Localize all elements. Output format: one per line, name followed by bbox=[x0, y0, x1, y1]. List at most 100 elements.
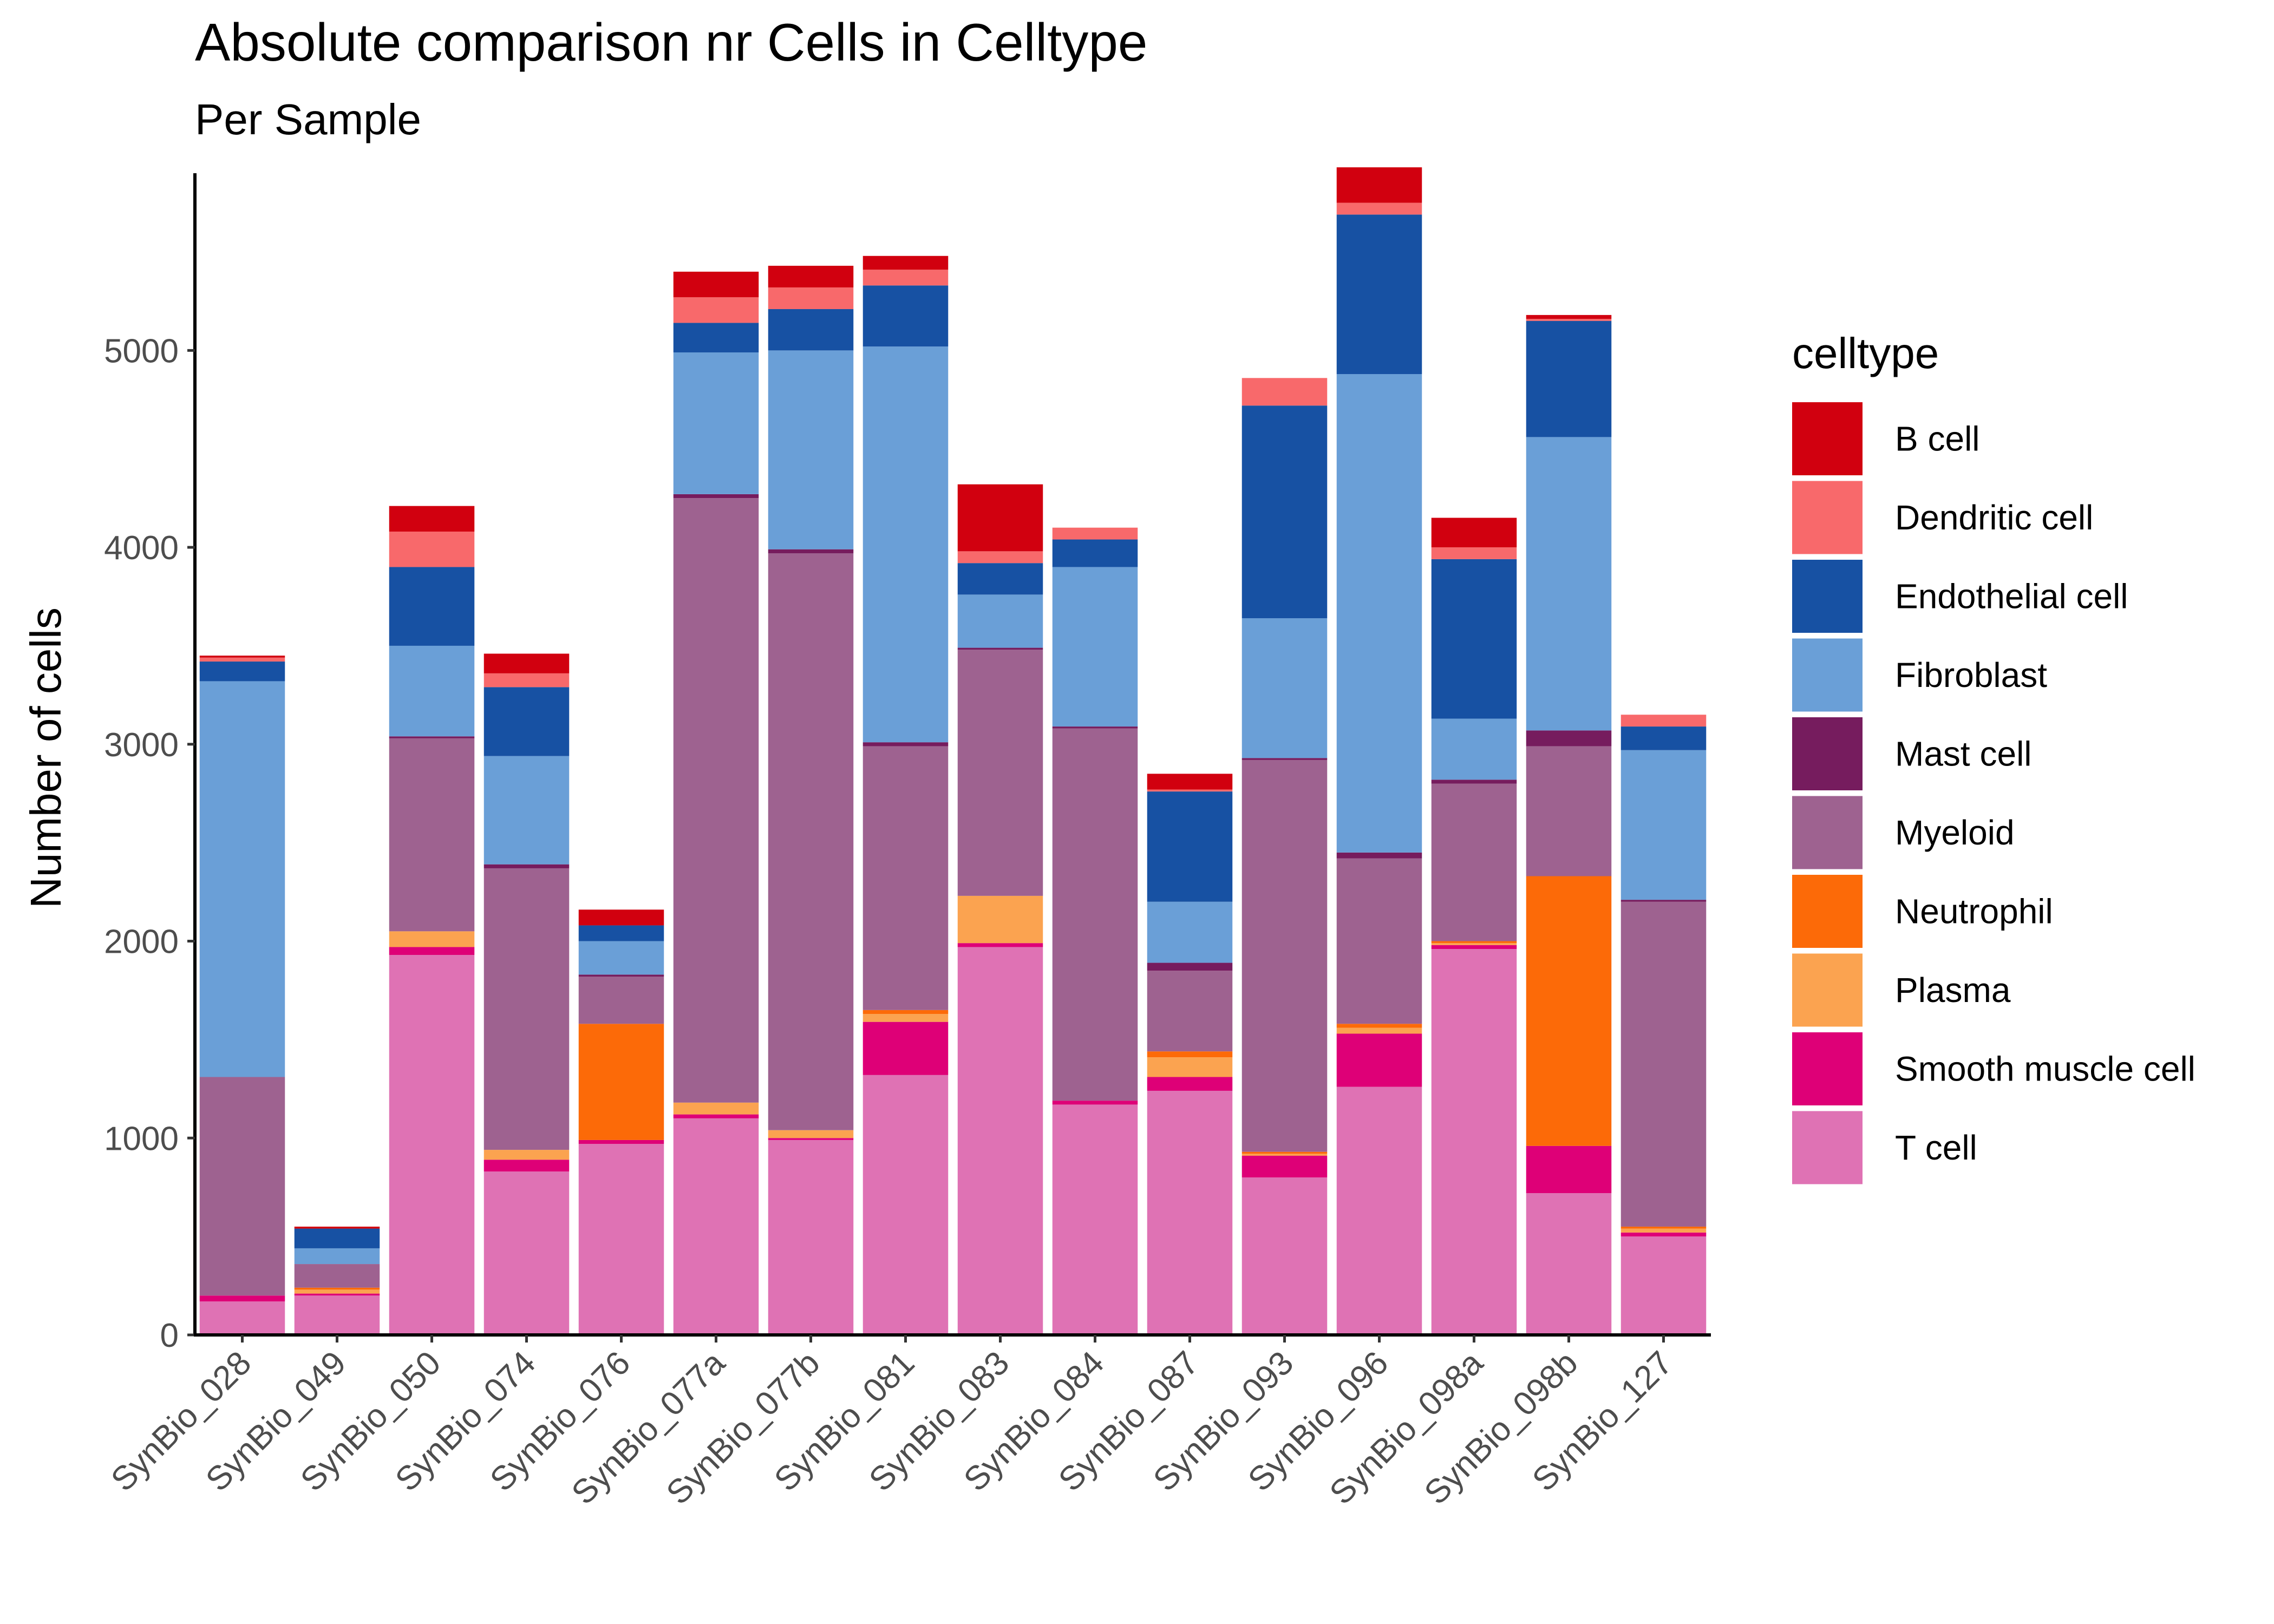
bar-segment-synbio_074-t-cell bbox=[483, 1171, 570, 1335]
bar-segment-synbio_081-b-cell bbox=[862, 256, 949, 270]
legend: celltype B cell Dendritic cell Endothelial… bbox=[1792, 329, 2195, 1184]
bar-segment-synbio_087-neutrophil bbox=[1147, 1051, 1233, 1058]
bar-segment-synbio_028-b-cell bbox=[199, 656, 285, 658]
bar-segment-synbio_028-t-cell bbox=[199, 1301, 285, 1335]
legend-key-plasma bbox=[1792, 953, 1863, 1027]
bar-segment-synbio_084-t-cell bbox=[1052, 1104, 1138, 1335]
bar-segment-synbio_098a-myeloid bbox=[1431, 783, 1517, 941]
legend-key-myeloid bbox=[1792, 796, 1863, 869]
bar-segment-synbio_087-fibroblast bbox=[1147, 901, 1233, 963]
bar-segment-synbio_076-endothelial-cell bbox=[578, 925, 664, 941]
bar-segment-synbio_096-fibroblast bbox=[1336, 374, 1422, 853]
bar-segment-synbio_098a-plasma bbox=[1431, 943, 1517, 945]
bar-segment-synbio_081-fibroblast bbox=[862, 346, 949, 743]
bar-segment-synbio_093-dendritic-cell bbox=[1241, 378, 1328, 406]
bar-segment-synbio_087-endothelial-cell bbox=[1147, 791, 1233, 902]
bar-segment-synbio_083-mast-cell bbox=[957, 647, 1043, 650]
chart-subtitle: Per Sample bbox=[195, 95, 421, 143]
legend-label: Myeloid bbox=[1895, 813, 2015, 852]
bar-segment-synbio_098b-mast-cell bbox=[1526, 730, 1612, 746]
bar-segment-synbio_127-plasma bbox=[1620, 1228, 1707, 1233]
bar-segment-synbio_074-smooth-muscle-cell bbox=[483, 1160, 570, 1172]
y-tick-label: 4000 bbox=[104, 529, 179, 567]
bar-segment-synbio_098b-endothelial-cell bbox=[1526, 320, 1612, 437]
bar-segment-synbio_077b-smooth-muscle-cell bbox=[768, 1138, 854, 1140]
bar-segment-synbio_084-fibroblast bbox=[1052, 567, 1138, 727]
bar-segment-synbio_077b-dendritic-cell bbox=[768, 287, 854, 309]
legend-key-neutrophil bbox=[1792, 875, 1863, 948]
bar-segment-synbio_098b-neutrophil bbox=[1526, 876, 1612, 1146]
y-axis-label: Number of cells bbox=[22, 607, 70, 908]
bar-segment-synbio_083-myeloid bbox=[957, 650, 1043, 896]
bar-segment-synbio_096-b-cell bbox=[1336, 167, 1422, 203]
bar-segment-synbio_077b-t-cell bbox=[768, 1140, 854, 1335]
bar-segment-synbio_093-endothelial-cell bbox=[1241, 405, 1328, 619]
bar-segment-synbio_098b-myeloid bbox=[1526, 746, 1612, 876]
bar-segment-synbio_077b-fibroblast bbox=[768, 350, 854, 549]
bar-segment-synbio_093-myeloid bbox=[1241, 759, 1328, 1152]
bar-segment-synbio_076-b-cell bbox=[578, 909, 664, 926]
bar-segment-synbio_087-myeloid bbox=[1147, 971, 1233, 1052]
bar-segment-synbio_049-plasma bbox=[294, 1289, 380, 1294]
bar-segment-synbio_093-t-cell bbox=[1241, 1177, 1328, 1335]
legend-key-mast-cell bbox=[1792, 717, 1863, 790]
bar-segment-synbio_098b-dendritic-cell bbox=[1526, 319, 1612, 321]
bar-segment-synbio_077a-myeloid bbox=[673, 498, 759, 1103]
bar-segment-synbio_077a-t-cell bbox=[673, 1118, 759, 1335]
bar-segment-synbio_087-t-cell bbox=[1147, 1090, 1233, 1335]
y-tick-label: 5000 bbox=[104, 332, 179, 370]
legend-key-fibroblast bbox=[1792, 638, 1863, 712]
bar-segment-synbio_074-plasma bbox=[483, 1150, 570, 1160]
bar-segment-synbio_127-fibroblast bbox=[1620, 750, 1707, 900]
legend-title: celltype bbox=[1792, 329, 1939, 377]
bar-segment-synbio_050-endothelial-cell bbox=[389, 567, 475, 646]
bar-segment-synbio_093-fibroblast bbox=[1241, 618, 1328, 758]
bar-segment-synbio_049-b-cell bbox=[294, 1226, 380, 1229]
bar-segment-synbio_096-dendritic-cell bbox=[1336, 202, 1422, 215]
bar-segment-synbio_028-myeloid bbox=[199, 1077, 285, 1296]
bar-segment-synbio_076-neutrophil bbox=[578, 1024, 664, 1140]
bar-segment-synbio_084-myeloid bbox=[1052, 728, 1138, 1101]
bar-segment-synbio_098b-smooth-muscle-cell bbox=[1526, 1145, 1612, 1194]
bar-segment-synbio_081-plasma bbox=[862, 1014, 949, 1022]
bar-segment-synbio_098a-dendritic-cell bbox=[1431, 547, 1517, 559]
legend-key-endothelial-cell bbox=[1792, 560, 1863, 633]
x-axis: SynBio_028SynBio_049SynBio_050SynBio_074… bbox=[104, 1333, 1711, 1512]
bar-segment-synbio_077b-mast-cell bbox=[768, 549, 854, 553]
bar-segment-synbio_050-plasma bbox=[389, 931, 475, 947]
bar-segment-synbio_081-t-cell bbox=[862, 1075, 949, 1335]
bar-segment-synbio_083-b-cell bbox=[957, 484, 1043, 552]
bar-segment-synbio_127-dendritic-cell bbox=[1620, 715, 1707, 727]
bar-segment-synbio_077a-smooth-muscle-cell bbox=[673, 1114, 759, 1118]
legend-key-dendritic-cell bbox=[1792, 481, 1863, 554]
legend-label: T cell bbox=[1895, 1128, 1977, 1167]
legend-label: Fibroblast bbox=[1895, 656, 2047, 695]
bar-segment-synbio_083-plasma bbox=[957, 895, 1043, 944]
bar-segment-synbio_093-smooth-muscle-cell bbox=[1241, 1156, 1328, 1178]
bar-segment-synbio_098a-mast-cell bbox=[1431, 780, 1517, 784]
bar-segment-synbio_127-mast-cell bbox=[1620, 900, 1707, 902]
bar-segment-synbio_083-smooth-muscle-cell bbox=[957, 943, 1043, 947]
bar-segment-synbio_084-endothelial-cell bbox=[1052, 539, 1138, 567]
bar-segment-synbio_028-dendritic-cell bbox=[199, 657, 285, 662]
y-tick-label: 3000 bbox=[104, 726, 179, 764]
bar-segment-synbio_050-dendritic-cell bbox=[389, 531, 475, 567]
bar-segment-synbio_050-mast-cell bbox=[389, 736, 475, 738]
bar-segment-synbio_096-t-cell bbox=[1336, 1086, 1422, 1335]
bar-segment-synbio_098b-b-cell bbox=[1526, 315, 1612, 319]
bar-segment-synbio_098a-endothelial-cell bbox=[1431, 559, 1517, 719]
bar-segment-synbio_096-myeloid bbox=[1336, 858, 1422, 1024]
bar-segment-synbio_077a-plasma bbox=[673, 1102, 759, 1115]
legend-label: Plasma bbox=[1895, 971, 2011, 1010]
legend-label: Neutrophil bbox=[1895, 892, 2053, 931]
bar-segment-synbio_093-neutrophil bbox=[1241, 1151, 1328, 1154]
legend-key-b-cell bbox=[1792, 402, 1863, 475]
bar-segment-synbio_096-neutrophil bbox=[1336, 1024, 1422, 1028]
bar-segment-synbio_087-mast-cell bbox=[1147, 962, 1233, 971]
bar-segment-synbio_098a-b-cell bbox=[1431, 518, 1517, 548]
bar-segment-synbio_076-myeloid bbox=[578, 977, 664, 1024]
bar-segment-synbio_028-smooth-muscle-cell bbox=[199, 1295, 285, 1302]
bar-segment-synbio_074-mast-cell bbox=[483, 864, 570, 868]
bar-segment-synbio_083-dendritic-cell bbox=[957, 551, 1043, 564]
bar-segment-synbio_074-myeloid bbox=[483, 868, 570, 1150]
